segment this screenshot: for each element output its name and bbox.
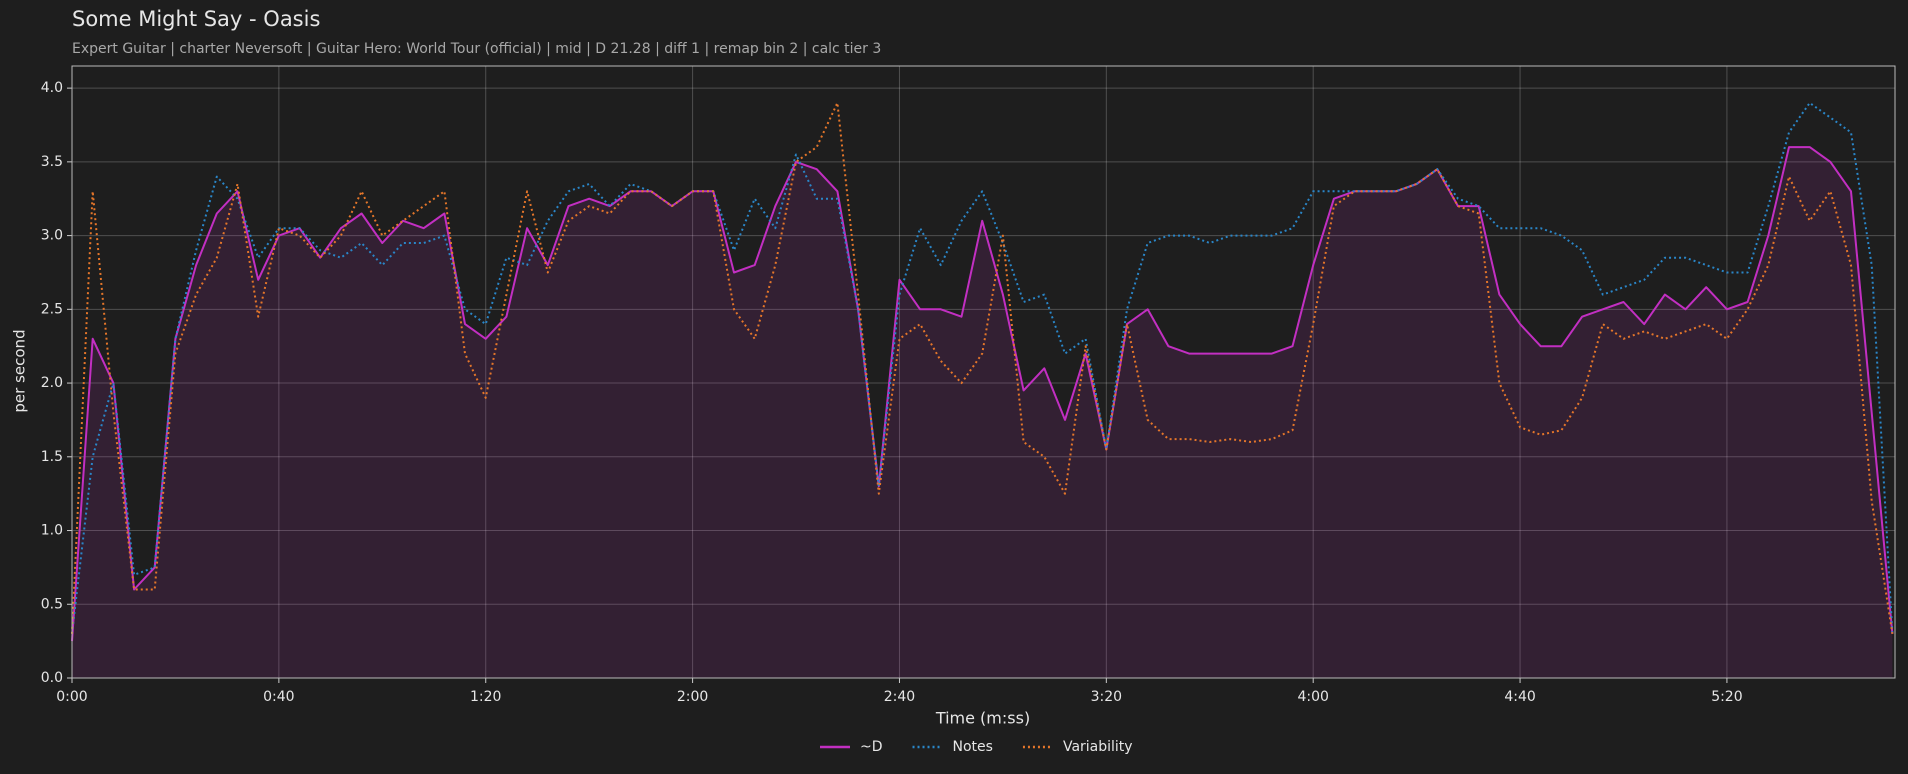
x-tick-label: 5:20 [1711,689,1742,705]
x-tick-label: 0:00 [56,689,87,705]
x-tick-label: 1:20 [470,689,501,705]
y-tick-label: 1.0 [41,523,63,539]
chart-title: Some Might Say - Oasis [72,7,320,31]
chart-subtitle: Expert Guitar | charter Neversoft | Guit… [72,41,881,57]
y-tick-label: 2.5 [41,301,63,317]
plot-frame [71,65,1896,679]
y-axis-label: per second [11,329,29,412]
y-tick-label: 3.0 [41,228,63,244]
x-tick-label: 3:20 [1091,689,1122,705]
y-tick-label: 0.5 [41,596,63,612]
y-tick-label: 3.5 [41,154,63,170]
line [71,101,1894,634]
y-tick-label: 1.5 [41,449,63,465]
x-tick-label: 4:00 [1297,689,1328,705]
x-tick-label: 2:00 [677,689,708,705]
y-tick-label: 2.0 [41,375,63,391]
line [71,146,1894,642]
x-tick-label: 4:40 [1504,689,1535,705]
line [71,101,1894,634]
y-tick-label: 4.0 [41,80,63,96]
legend-label: ~D [860,739,883,755]
x-axis-label: Time (m:ss) [935,709,1030,728]
y-tick-label: 0.0 [41,670,63,686]
legend-label: Notes [953,739,993,755]
x-tick-label: 0:40 [263,689,294,705]
legend-label: Variability [1063,739,1133,755]
x-tick-label: 2:40 [884,689,915,705]
area [72,147,1893,679]
